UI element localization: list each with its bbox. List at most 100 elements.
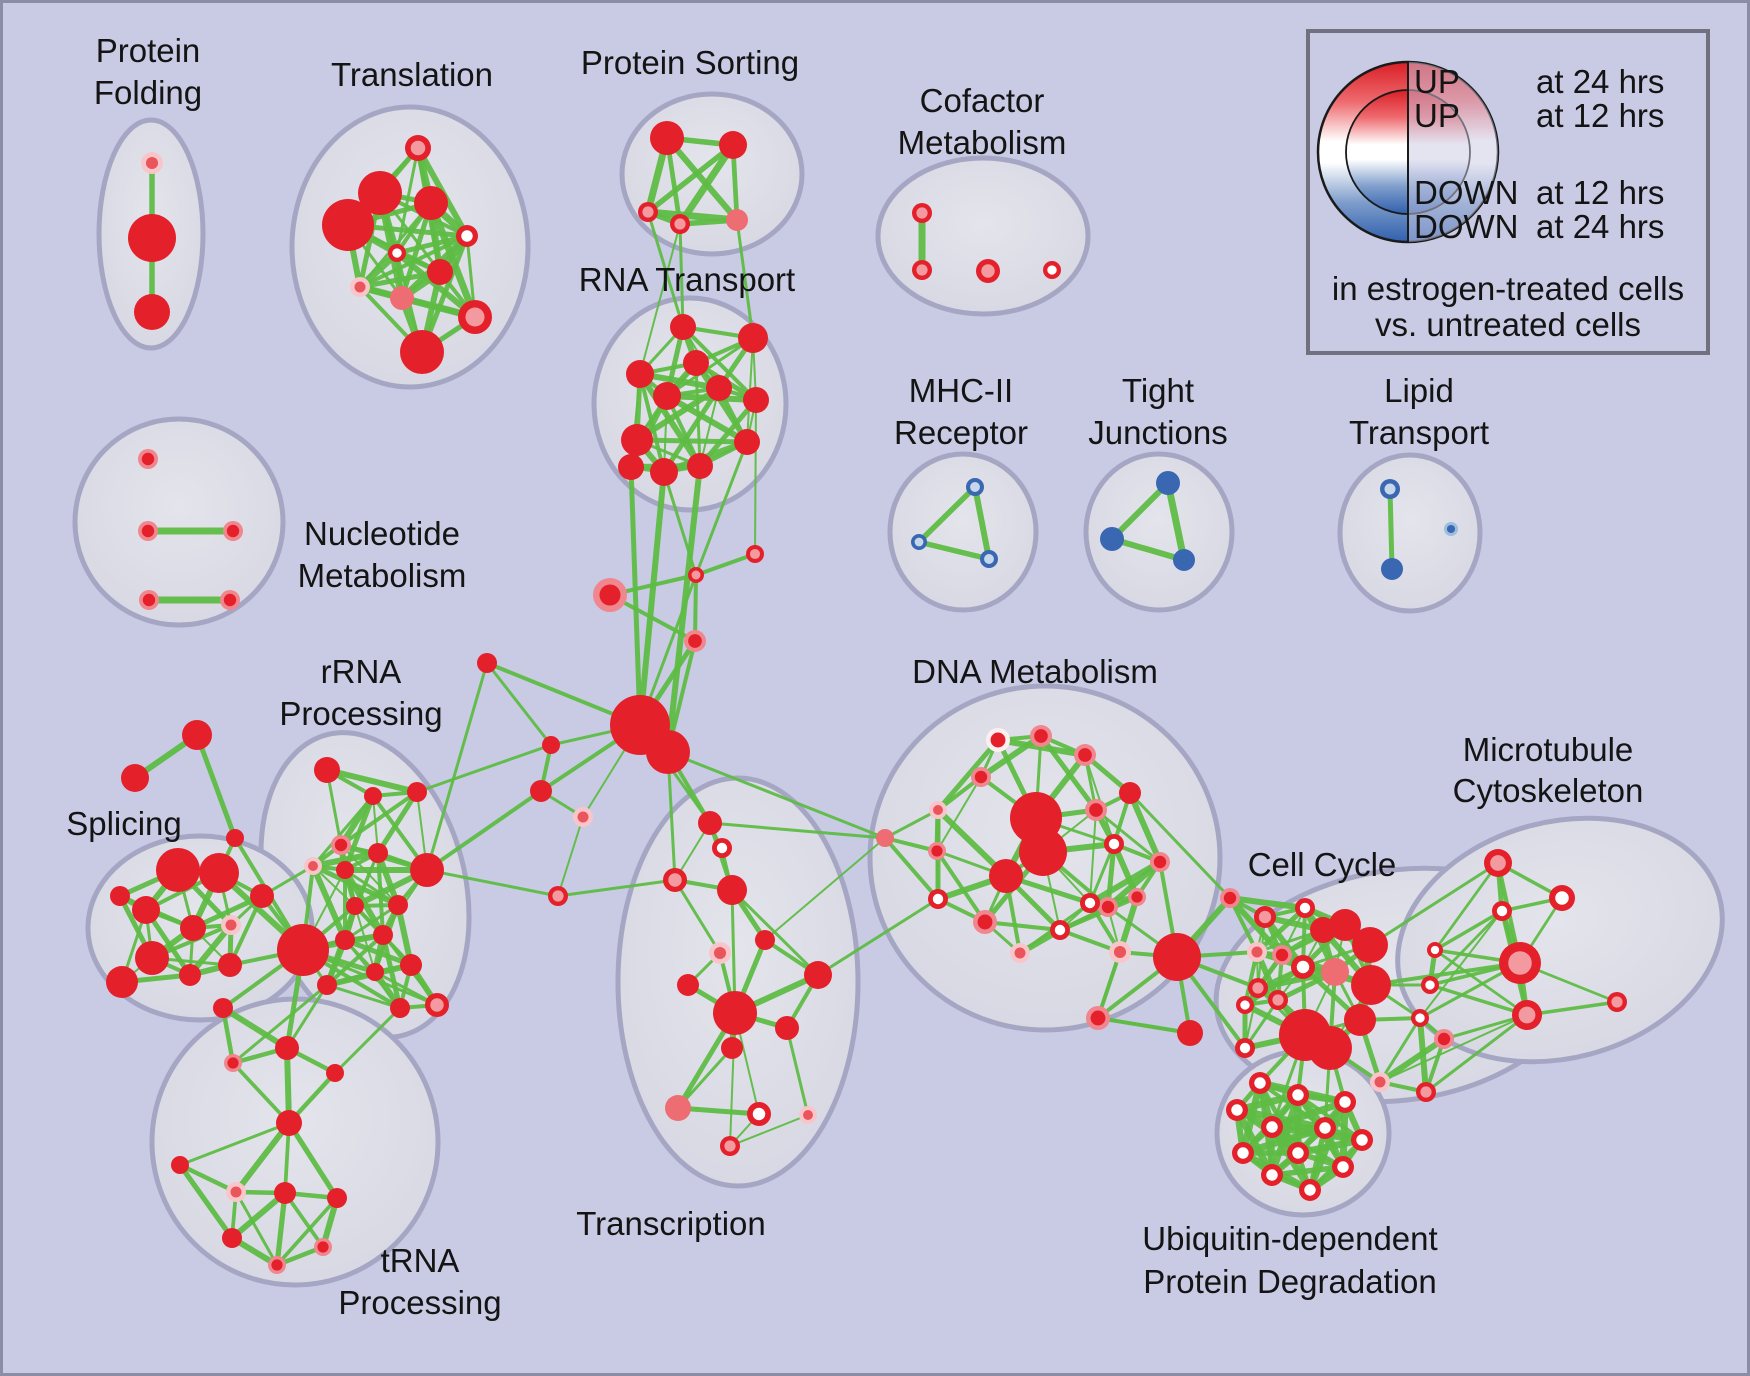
node-sp-7 — [250, 884, 274, 908]
cluster-cf-ellipse — [875, 155, 1091, 317]
edge-bridge — [764, 837, 886, 941]
cluster-tn-label-line2: Processing — [338, 1284, 501, 1321]
node-rt-3 — [626, 360, 654, 388]
edge-dm — [935, 737, 1001, 813]
edge-bridge — [708, 821, 887, 840]
node-tr-5-center — [392, 248, 402, 258]
node-rr-14 — [366, 963, 384, 981]
edge-rr — [343, 868, 400, 907]
node-bb-2-center — [599, 584, 621, 606]
node-ub-7-center — [1237, 1147, 1249, 1159]
node-cf-2-center — [981, 264, 995, 278]
node-ub-10-center — [1266, 1169, 1278, 1181]
edge-bridge — [646, 210, 685, 329]
node-ps-2-center — [642, 206, 654, 218]
node-mt-5-center — [1425, 980, 1435, 990]
node-tx-4 — [717, 875, 747, 905]
edge-rt — [681, 325, 758, 402]
node-rr-17-center — [430, 998, 444, 1012]
edge-tj — [1164, 479, 1188, 564]
edge-tn — [283, 1191, 325, 1249]
edge-mh — [916, 484, 978, 545]
labels-layer: Protein Folding Translation Protein Sorting… — [66, 32, 1643, 1321]
node-tx-0 — [698, 811, 722, 835]
cluster-nm-label-line1: Nucleotide — [304, 515, 460, 552]
cluster-cf-label-line2: Metabolism — [898, 124, 1067, 161]
node-cc-12-center — [1240, 1000, 1250, 1010]
edge-tn — [178, 1121, 291, 1167]
node-ub-2-center — [1339, 1096, 1351, 1108]
node-cc-10 — [1351, 965, 1391, 1005]
cluster-ub-label-line1: Ubiquitin-dependent — [1142, 1220, 1437, 1257]
node-mt-3-center — [1430, 945, 1440, 955]
node-bb-3-center — [691, 570, 701, 580]
node-dm-5-center — [1089, 803, 1103, 817]
node-mh-2-center — [984, 554, 994, 564]
edge-rt — [661, 385, 722, 475]
edge-rr — [310, 863, 348, 943]
node-sp-0 — [156, 848, 200, 892]
cluster-lp-ellipse — [1337, 452, 1483, 614]
edge-tn — [286, 1120, 340, 1201]
node-sp-6 — [179, 964, 201, 986]
node-rr-10 — [277, 924, 329, 976]
node-cc-0-center — [1223, 891, 1237, 905]
cluster-tr-label-line1: Translation — [331, 56, 493, 93]
cluster-mh-label-line2: Receptor — [894, 414, 1028, 451]
edge-bridge — [735, 218, 755, 340]
cluster-nm-ellipse — [72, 416, 286, 628]
node-bb-7 — [542, 736, 560, 754]
edge-dm — [883, 836, 940, 901]
node-dm-17-center — [1014, 947, 1026, 959]
edge-tn — [274, 1190, 288, 1268]
edge-ps — [676, 141, 737, 228]
edge-rr — [310, 850, 381, 869]
node-nm-2-center — [226, 524, 240, 538]
edge-bridge — [1369, 961, 1522, 987]
node-dm-15-center — [1054, 924, 1066, 936]
node-tr-8 — [390, 286, 414, 310]
node-sp-2 — [132, 896, 160, 924]
edge-rr — [312, 865, 356, 907]
edge-rt — [664, 393, 750, 445]
node-tj-1 — [1100, 527, 1124, 551]
edge-tn — [229, 1190, 288, 1241]
node-tx-6-center — [713, 946, 727, 960]
node-rr-4-center — [308, 861, 318, 871]
node-cc-9 — [1321, 958, 1349, 986]
node-bb-10 — [182, 720, 212, 750]
cluster-mh-ellipse — [887, 451, 1039, 613]
cluster-rr-label-line2: Processing — [279, 695, 442, 732]
cluster-sp-label-line1: Splicing — [66, 805, 182, 842]
edge-bridge — [556, 878, 677, 898]
node-cc-8-center — [1296, 960, 1310, 974]
node-tn-11-center — [271, 1259, 283, 1271]
node-tx-3-center — [552, 890, 564, 902]
node-rr-2 — [407, 782, 427, 802]
cluster-lp-label-line1: Lipid — [1384, 372, 1454, 409]
edge-rr — [324, 767, 420, 795]
edge-ub — [1269, 1164, 1346, 1178]
node-tx-10 — [775, 1016, 799, 1040]
edge-dm — [936, 776, 982, 852]
edge-bridge — [639, 223, 681, 375]
cluster-ps-label-line1: Protein Sorting — [581, 44, 799, 81]
cluster-dm-label-line1: DNA Metabolism — [912, 653, 1158, 690]
edge-tn — [234, 1190, 279, 1267]
node-ub-0-center — [1254, 1077, 1266, 1089]
node-cc-21-center — [1374, 1076, 1386, 1088]
node-rr-3-center — [334, 838, 348, 852]
node-lp-0-center — [1384, 483, 1396, 495]
edge-bridge — [816, 897, 940, 977]
node-cc-18-center — [1415, 1013, 1425, 1023]
node-cc-4 — [1329, 909, 1361, 941]
edge-bridge — [1419, 910, 1503, 1019]
node-dm-16-center — [1101, 900, 1115, 914]
node-dm-1-center — [1034, 729, 1048, 743]
edge-tx — [673, 878, 722, 955]
node-dm-14-center — [977, 914, 993, 930]
edge-bb — [485, 661, 553, 747]
node-rt-7 — [621, 424, 653, 456]
node-ub-11-center — [1304, 1184, 1316, 1196]
